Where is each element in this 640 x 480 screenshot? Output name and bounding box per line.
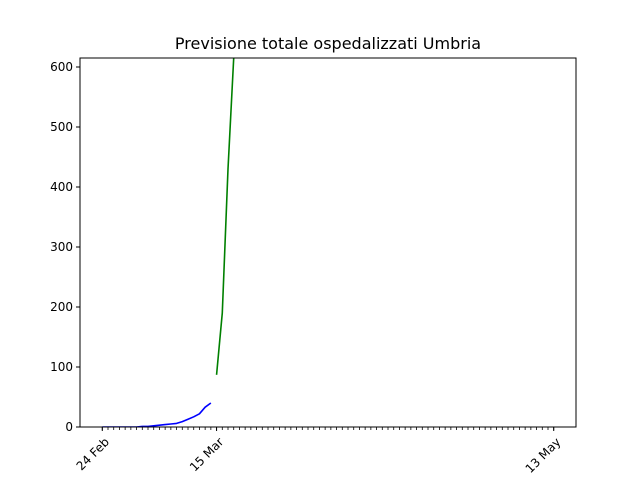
- y-tick-label: 0: [65, 420, 73, 434]
- series-line-1: [102, 402, 212, 427]
- series-line-2: [215, 58, 235, 375]
- y-tick-label: 100: [50, 360, 73, 374]
- y-tick-label: 300: [50, 240, 73, 254]
- chart-title: Previsione totale ospedalizzati Umbria: [175, 34, 481, 53]
- y-tick-label: 600: [50, 60, 73, 74]
- y-tick-label: 400: [50, 180, 73, 194]
- y-tick-label: 200: [50, 300, 73, 314]
- y-tick-label: 500: [50, 120, 73, 134]
- axes-frame: [79, 57, 577, 428]
- y-axis: 0 100 200 300 400 500 600: [50, 60, 80, 434]
- plot-area: [102, 58, 235, 427]
